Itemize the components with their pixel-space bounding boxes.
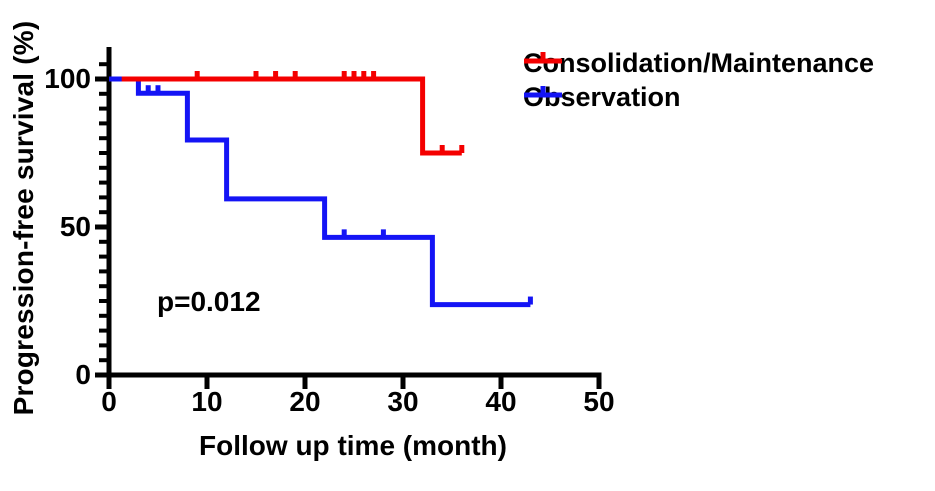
km-curve-observation [109,76,531,308]
y-axis-title: Progression-free survival (%) [8,20,39,416]
x-axis-title: Follow up time (month) [199,430,507,461]
x-tick-label-20: 20 [289,386,321,417]
x-tick-label-40: 40 [485,386,517,417]
y-tick-label-100: 100 [44,63,91,94]
y-tick-label-0: 0 [75,359,91,390]
legend-item-consolidation: Consolidation/Maintenance [523,46,874,80]
x-tick-label-10: 10 [191,386,223,417]
legend-item-observation: Observation [523,80,681,114]
km-curve-consolidation-maintenance [121,76,462,156]
legend-marker-observation-icon [524,86,562,98]
x-tick-label-0: 0 [101,386,117,417]
p-value-annotation: p=0.012 [157,286,261,317]
legend-label-consolidation: Consolidation/Maintenance [523,47,875,78]
y-tick-label-50: 50 [59,211,91,242]
x-tick-label-30: 30 [387,386,419,417]
x-tick-label-50: 50 [583,386,615,417]
legend-marker-consolidation-icon [524,52,562,64]
